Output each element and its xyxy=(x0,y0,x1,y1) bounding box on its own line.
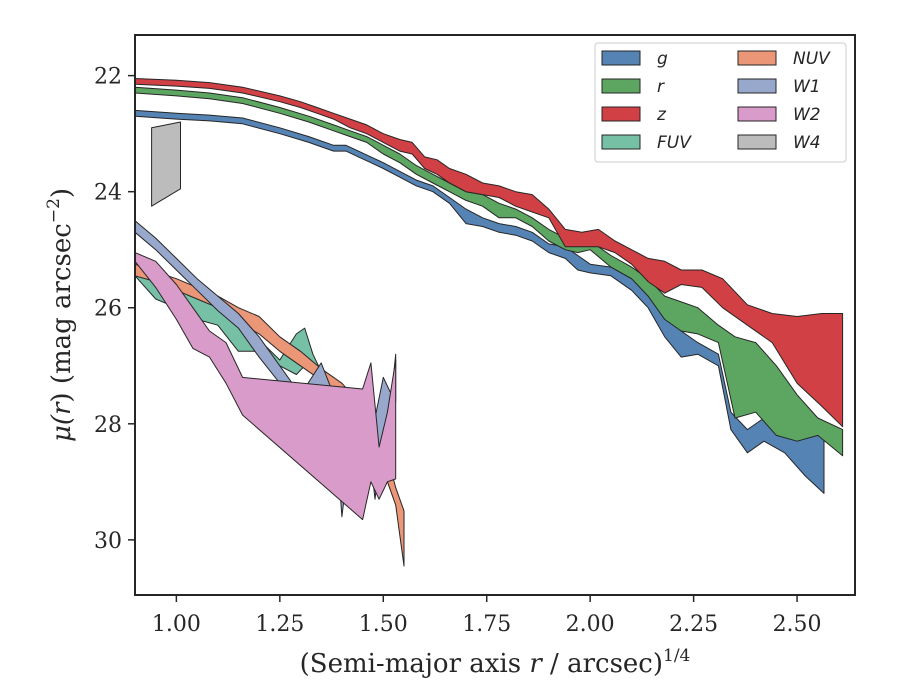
band-r xyxy=(135,86,844,457)
x-tick-label: 2.00 xyxy=(566,612,615,637)
legend-label-nuv: NUV xyxy=(793,49,831,69)
y-tick-label: 28 xyxy=(94,413,122,438)
x-axis-label-main: (Semi-major axis xyxy=(300,649,530,679)
plot-frame xyxy=(134,34,856,596)
legend-label-fuv: FUV xyxy=(657,133,692,153)
x-axis-label-var: r xyxy=(529,649,543,679)
legend: grz FUV NUV W1 W2 W4 xyxy=(594,42,847,163)
x-tick-label: 1.25 xyxy=(255,612,304,637)
x-axis-label-sup: 1/4 xyxy=(663,646,690,666)
x-tick-label: 2.50 xyxy=(773,612,822,637)
legend-label-z: z xyxy=(656,105,667,125)
legend-swatch-r xyxy=(601,78,641,94)
y-axis-label-sup: −2 xyxy=(44,198,64,223)
y-axis-ticks: 22 24 26 28 30 xyxy=(94,65,135,554)
legend-label-g: g xyxy=(657,49,668,69)
legend-swatch-w1 xyxy=(737,78,777,94)
legend-swatch-fuv xyxy=(601,134,641,150)
legend-swatch-w4 xyxy=(737,134,777,150)
band-g xyxy=(135,109,825,494)
legend-swatch-z xyxy=(601,106,641,122)
legend-label-w2: W2 xyxy=(793,105,821,125)
x-axis-label: (Semi-major axis r / arcsec)1/4 xyxy=(300,646,691,679)
legend-label-w1: W1 xyxy=(793,77,821,97)
y-tick-label: 22 xyxy=(94,65,122,90)
legend-label-w4: W4 xyxy=(793,133,821,153)
series-areas xyxy=(135,78,844,567)
x-axis-ticks: 1.00 1.25 1.50 1.75 2.00 2.25 2.50 xyxy=(152,595,822,637)
band-z xyxy=(135,78,844,428)
y-axis-label-var: r xyxy=(47,401,77,415)
band-w4 xyxy=(151,121,181,207)
legend-label-r: r xyxy=(657,77,665,97)
legend-frame xyxy=(594,42,847,163)
band-w2 xyxy=(135,252,397,521)
y-tick-label: 26 xyxy=(94,297,122,322)
x-tick-label: 1.50 xyxy=(359,612,408,637)
y-tick-label: 24 xyxy=(94,181,122,206)
x-tick-label: 2.25 xyxy=(669,612,718,637)
y-axis-label-close: ) xyxy=(47,188,77,198)
x-tick-label: 1.00 xyxy=(152,612,201,637)
legend-swatch-g xyxy=(601,50,641,66)
legend-swatch-w2 xyxy=(737,106,777,122)
x-axis-label-rest: / arcsec) xyxy=(542,649,663,679)
x-tick-label: 1.75 xyxy=(462,612,511,637)
y-axis-label-pre: μ( xyxy=(47,414,77,442)
y-tick-label: 30 xyxy=(94,529,122,554)
y-axis-label: μ(r) (mag arcsec−2) xyxy=(44,188,77,442)
y-axis-label-post: ) (mag arcsec xyxy=(47,223,77,402)
legend-swatch-nuv xyxy=(737,50,777,66)
